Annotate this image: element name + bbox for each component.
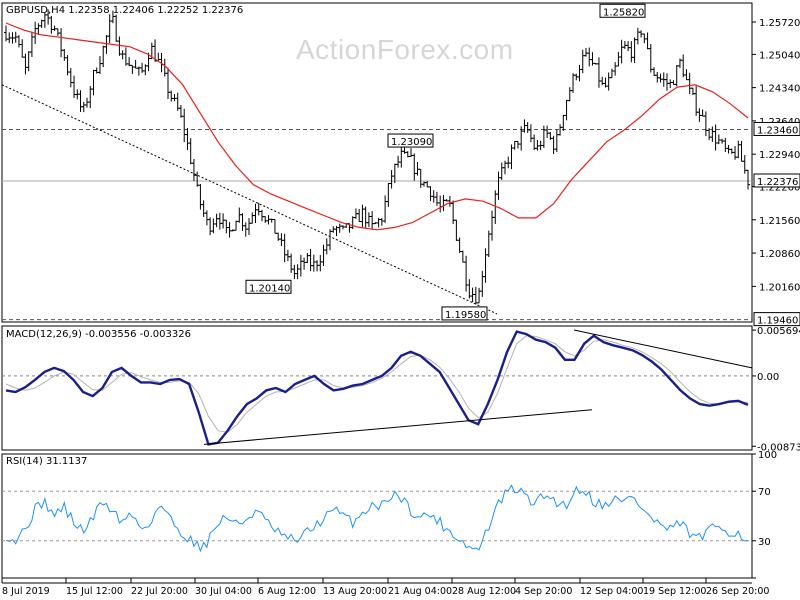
macd-pane-title: MACD(12,26,9) -0.003556 -0.003326 [6, 329, 191, 340]
price-pane-frame [1, 2, 753, 323]
price-annotation-label: 1.23090 [391, 137, 432, 148]
time-axis-label: 4 Sep 20:00 [515, 586, 572, 597]
macd-trendline-support [203, 409, 593, 445]
price-annotation-label: 1.25820 [603, 7, 644, 18]
price-ytick-label: 1.22260 [759, 183, 800, 194]
time-axis-label: 28 Aug 12:00 [452, 586, 516, 597]
time-axis-label: 26 Sep 20:00 [706, 586, 769, 597]
time-axis-label: 12 Sep 04:00 [580, 586, 643, 597]
time-axis-label: 13 Aug 20:00 [323, 586, 387, 597]
price-ytick-label: 1.21560 [759, 216, 800, 227]
price-annotation-box [599, 3, 646, 18]
price-hline-tag [753, 121, 800, 136]
rsi-ytick-label: 30 [758, 537, 771, 548]
time-axis-label: 30 Jul 04:00 [195, 586, 252, 597]
watermark: ActionForex.com [296, 34, 514, 65]
price-ytick-label: 1.20160 [759, 282, 800, 293]
time-axis-label: 15 Jul 12:00 [66, 586, 123, 597]
price-ytick-label: 1.22940 [759, 150, 800, 161]
time-axis-label: 8 Jul 2019 [2, 586, 50, 597]
rsi-ytick-label: 100 [758, 450, 777, 461]
rsi-pane-frame [1, 453, 753, 579]
price-hline-label: 1.22376 [757, 177, 798, 188]
time-axis-label: 6 Aug 12:00 [258, 586, 316, 597]
time-axis-label: 21 Aug 04:00 [388, 586, 452, 597]
price-pane-title: GBPUSD,H4 1.22358 1.22406 1.22252 1.2237… [6, 5, 244, 16]
time-axis-label: 19 Sep 12:00 [643, 586, 706, 597]
rsi-ytick-label: 70 [758, 487, 771, 498]
price-hline-tag [753, 312, 800, 327]
rsi-pane-title: RSI(14) 31.1137 [6, 456, 88, 467]
price-ytick-label: 1.24340 [759, 84, 800, 95]
macd-trendline-resistance [573, 329, 753, 369]
macd-signal-line [5, 335, 749, 433]
price-annotation-box [245, 279, 292, 294]
macd-line [5, 330, 749, 446]
price-annotation-box [387, 133, 434, 148]
price-annotation-label: 1.19580 [445, 310, 486, 321]
price-hline-label: 1.19460 [757, 316, 798, 327]
price-moving-average [5, 22, 749, 231]
macd-pane-frame [1, 325, 753, 451]
price-annotation-label: 1.20140 [249, 283, 290, 294]
macd-ytick-label: 0.00 [757, 372, 779, 383]
price-hline-tag [753, 173, 800, 188]
time-axis-label: 22 Jul 20:00 [131, 586, 188, 597]
rsi-line [5, 484, 749, 553]
price-annotation-box [441, 306, 488, 321]
price-trendline [1, 84, 498, 315]
macd-ytick-label: -0.008737 [757, 442, 800, 453]
price-ytick-label: 1.20860 [759, 249, 800, 260]
price-ytick-label: 1.25040 [759, 50, 800, 61]
price-hline-label: 1.23460 [757, 125, 798, 136]
price-ytick-label: 1.25720 [759, 18, 800, 29]
macd-ytick-label: 0.005694 [757, 326, 800, 337]
